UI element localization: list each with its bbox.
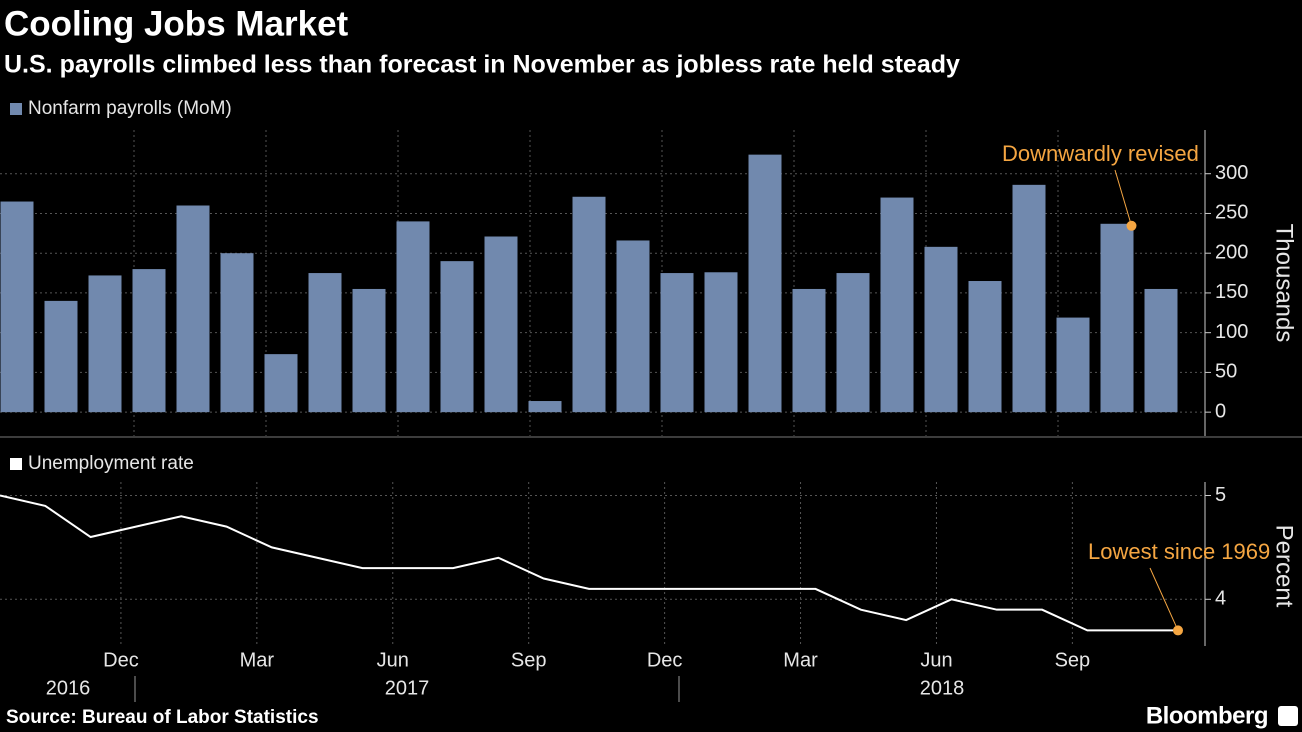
- chart-title: Cooling Jobs Market: [4, 4, 349, 43]
- x-tick-label: Sep: [511, 649, 547, 671]
- bar: [968, 281, 1002, 413]
- bar: [1144, 288, 1178, 413]
- bar: [1056, 317, 1090, 413]
- bar: [352, 288, 386, 413]
- bar: [308, 273, 342, 413]
- year-label: 2017: [385, 677, 430, 699]
- y-tick-label: 50: [1215, 361, 1237, 383]
- y-tick-label: 0: [1215, 400, 1226, 422]
- annotation-dot: [1126, 220, 1137, 231]
- bar: [748, 154, 782, 413]
- y-tick-label: 200: [1215, 241, 1248, 263]
- bar: [1012, 184, 1046, 413]
- y-tick-label: 300: [1215, 162, 1248, 184]
- bar: [880, 197, 914, 413]
- y-axis-label: Thousands: [1271, 224, 1298, 343]
- legend-swatch: [10, 103, 22, 115]
- y-tick-label: 250: [1215, 202, 1248, 224]
- legend-label: Unemployment rate: [28, 453, 194, 474]
- y-tick-label: 4: [1215, 588, 1226, 610]
- year-label: 2018: [920, 677, 965, 699]
- legend-swatch: [10, 458, 22, 470]
- source: Source: Bureau of Labor Statistics: [6, 707, 319, 728]
- bar: [132, 269, 166, 413]
- x-tick-label: Dec: [103, 649, 139, 671]
- year-label: 2016: [46, 677, 91, 699]
- x-tick-label: Mar: [783, 649, 818, 671]
- chart-subtitle: U.S. payrolls climbed less than forecast…: [4, 51, 960, 79]
- x-tick-label: Dec: [647, 649, 683, 671]
- bar: [924, 246, 958, 413]
- bar: [792, 288, 826, 413]
- annotation: Lowest since 1969: [1088, 539, 1270, 564]
- bar: [396, 221, 430, 413]
- line: [0, 494, 1178, 632]
- bar: [572, 196, 606, 413]
- y-tick-label: 5: [1215, 484, 1226, 506]
- bar: [0, 201, 34, 413]
- y-tick-label: 150: [1215, 281, 1248, 303]
- y-axis-label: Percent: [1271, 525, 1298, 608]
- x-tick-label: Jun: [920, 649, 952, 671]
- bar: [528, 401, 562, 413]
- x-tick-label: Sep: [1055, 649, 1091, 671]
- bar: [1100, 223, 1134, 413]
- brand: Bloomberg: [1146, 702, 1268, 729]
- brand-icon: [1278, 706, 1298, 726]
- bar: [836, 273, 870, 413]
- bar: [176, 205, 210, 413]
- annotation: Downwardly revised: [1002, 141, 1199, 166]
- annotation-dot: [1173, 625, 1183, 636]
- bar: [660, 273, 694, 413]
- x-tick-label: Jun: [377, 649, 409, 671]
- x-tick-label: Mar: [240, 649, 275, 671]
- bar: [616, 240, 650, 413]
- bar: [704, 272, 738, 413]
- bar: [484, 236, 518, 413]
- bar: [264, 354, 298, 413]
- bar: [44, 300, 78, 413]
- legend-label: Nonfarm payrolls (MoM): [28, 98, 232, 119]
- bar: [220, 253, 254, 413]
- annotation-leader: [1114, 169, 1132, 226]
- annotation-leader: [1149, 567, 1179, 631]
- y-tick-label: 100: [1215, 321, 1248, 343]
- bar: [88, 275, 122, 413]
- bar: [440, 261, 474, 413]
